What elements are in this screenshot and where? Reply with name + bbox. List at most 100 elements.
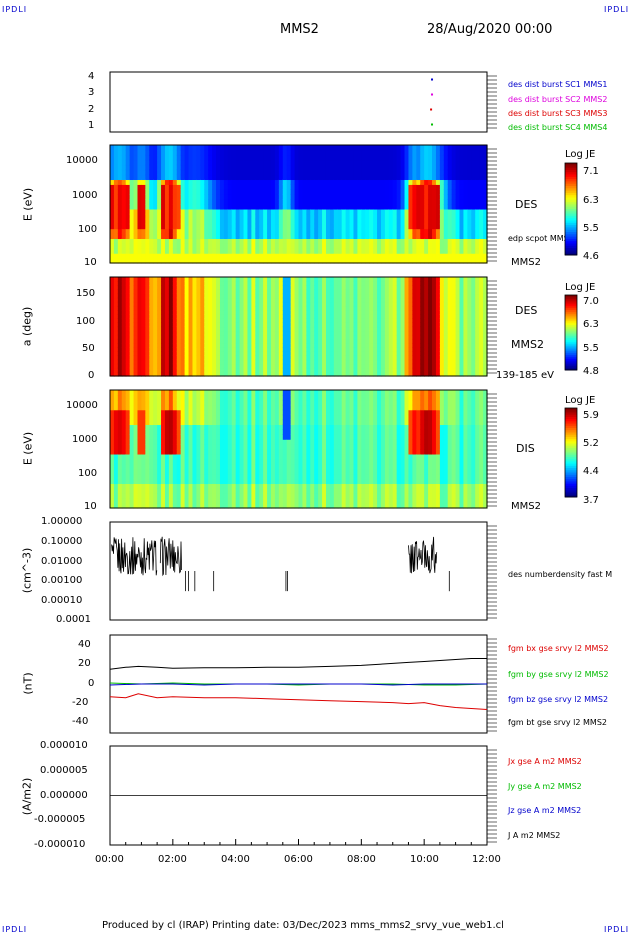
heatmap-cell [204, 301, 209, 307]
heatmap-cell [428, 145, 433, 151]
heatmap-cell [188, 238, 194, 244]
heatmap-cell [121, 285, 127, 290]
heatmap-cell [259, 233, 264, 240]
heatmap-cell [416, 189, 421, 195]
heatmap-cell [404, 149, 410, 156]
heatmap-cell [133, 258, 139, 264]
heatmap-cell [353, 338, 359, 344]
heatmap-cell [400, 159, 406, 166]
heatmap-cell [125, 281, 131, 286]
heatmap-cell [424, 248, 429, 254]
heatmap-cell [408, 363, 413, 369]
heatmap-cell [424, 204, 429, 210]
heatmap-cell [129, 145, 135, 151]
heatmap-cell [188, 355, 194, 361]
heatmap-cell [404, 297, 410, 303]
heatmap-cell [157, 289, 162, 295]
heatmap-cell [263, 277, 268, 282]
heatmap-cell [329, 289, 335, 295]
heatmap-cell [247, 243, 252, 249]
heatmap-cell [380, 253, 386, 259]
des-pitch-cbar-tick-0: 7.0 [583, 296, 599, 307]
heatmap-cell [153, 503, 158, 509]
heatmap-cell [184, 238, 190, 244]
heatmap-cell [113, 493, 119, 499]
heatmap-cell [251, 297, 256, 303]
heatmap-cell [475, 149, 480, 156]
heatmap-cell [353, 145, 359, 151]
heatmap-cell [443, 218, 449, 225]
heatmap-cell [325, 189, 331, 195]
heatmap-cell [400, 318, 406, 323]
heatmap-cell [110, 243, 115, 249]
heatmap-cell [188, 174, 194, 181]
heatmap-cell [125, 289, 131, 295]
heatmap-cell [231, 289, 237, 295]
heatmap-cell [255, 199, 260, 205]
heatmap-cell [121, 338, 127, 344]
heatmap-cell [129, 483, 135, 489]
heatmap-cell [325, 343, 331, 348]
heatmap-cell [396, 218, 402, 225]
heatmap-cell [314, 330, 319, 336]
heatmap-cell [259, 174, 264, 181]
heatmap-cell [239, 326, 245, 332]
heatmap-cell [463, 194, 468, 200]
heatmap-cell [286, 154, 292, 161]
heatmap-cell [113, 444, 119, 450]
heatmap-cell [325, 149, 331, 156]
heatmap-cell [329, 285, 335, 290]
heatmap-cell [204, 194, 209, 200]
heatmap-cell [216, 281, 221, 286]
heatmap-cell [133, 399, 139, 406]
heatmap-cell [463, 277, 468, 282]
heatmap-cell [137, 338, 143, 344]
heatmap-cell [432, 194, 437, 200]
heatmap-cell [282, 297, 288, 303]
heatmap-cell [145, 149, 150, 156]
heatmap-cell [188, 289, 194, 295]
heatmap-cell [471, 326, 476, 332]
heatmap-cell [129, 498, 135, 504]
heatmap-cell [231, 277, 237, 282]
heatmap-cell [325, 281, 331, 286]
heatmap-cell [157, 314, 162, 319]
heatmap-cell [282, 223, 288, 230]
heatmap-cell [129, 318, 135, 323]
heatmap-cell [212, 258, 217, 264]
heatmap-cell [231, 326, 237, 332]
heatmap-cell [113, 409, 119, 416]
heatmap-cell [353, 238, 359, 244]
heatmap-cell [271, 154, 276, 161]
heatmap-cell [357, 243, 362, 249]
heatmap-cell [141, 463, 146, 470]
heatmap-cell [274, 228, 280, 235]
heatmap-cell [172, 208, 178, 215]
heatmap-cell [208, 238, 213, 244]
heatmap-cell [223, 199, 229, 205]
heatmap-cell [322, 338, 327, 344]
heatmap-cell [479, 338, 484, 344]
heatmap-cell [475, 367, 480, 373]
heatmap-cell [435, 351, 441, 356]
heatmap-cell [384, 179, 390, 185]
des-energy-cbar-tick-2: 5.5 [583, 223, 599, 234]
heatmap-cell [412, 334, 417, 340]
heatmap-cell [329, 310, 335, 315]
heatmap-cell [349, 204, 355, 210]
heatmap-cell [432, 169, 437, 176]
heatmap-cell [137, 347, 143, 352]
heatmap-cell [282, 199, 288, 205]
heatmap-cell [322, 293, 327, 299]
heatmap-cell [349, 314, 355, 319]
heatmap-cell [447, 314, 453, 319]
heatmap-cell [396, 318, 402, 323]
heatmap-cell [247, 297, 252, 303]
heatmap-cell [349, 297, 355, 303]
heatmap-cell [121, 453, 127, 460]
heatmap-cell [121, 488, 127, 494]
heatmap-cell [121, 208, 127, 215]
heatmap-cell [168, 293, 174, 299]
heatmap-cell [141, 164, 146, 171]
heatmap-cell [333, 326, 339, 332]
